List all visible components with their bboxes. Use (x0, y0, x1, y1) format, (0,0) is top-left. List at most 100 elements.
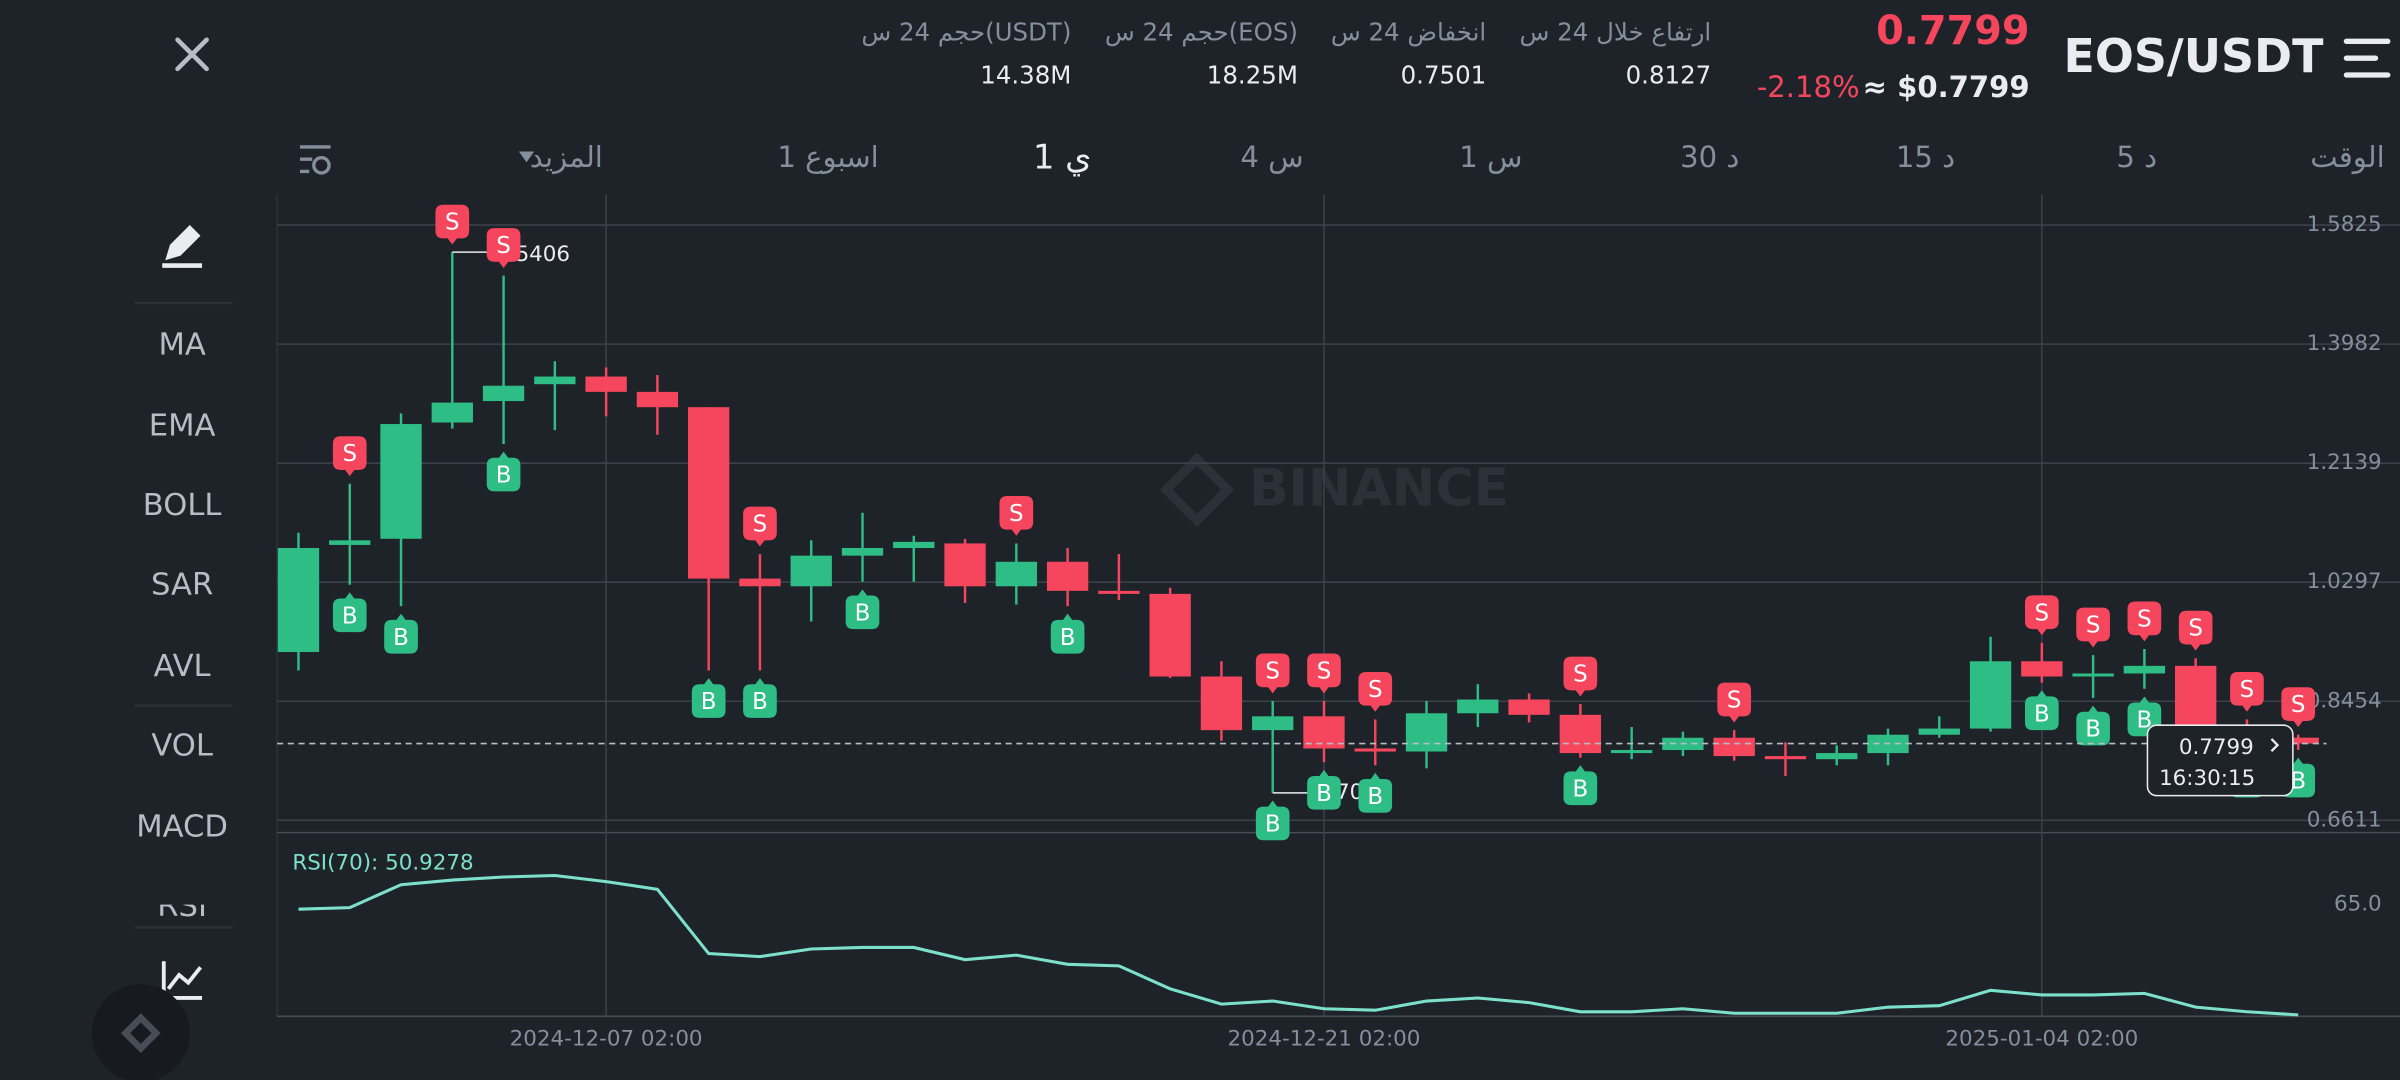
x-tick-label: 2025-01-04 02:00 (1945, 1026, 2138, 1051)
stat-value: 14.38M (980, 61, 1071, 90)
candle-body (2021, 661, 2063, 677)
buy-badge (384, 613, 418, 654)
menu-button[interactable] (2343, 38, 2391, 78)
sell-marker: S (445, 210, 460, 236)
candle-body (944, 543, 986, 587)
sell-marker: S (2137, 606, 2152, 632)
timeframe-tab[interactable]: 4 س (1240, 140, 1303, 174)
stat-label: انخفاض 24 س (1331, 18, 1486, 47)
buy-badge (1358, 772, 1393, 813)
floating-button[interactable] (91, 984, 190, 1080)
close-button[interactable] (175, 37, 209, 72)
candle-body (1200, 676, 1243, 731)
y-tick-label: 0.6611 (2307, 807, 2382, 832)
indicator[interactable]: AVL (154, 649, 211, 684)
rsi-line (298, 873, 2299, 1017)
timeframe-tab[interactable]: 1 اسبوع (777, 140, 878, 174)
indicator[interactable]: MA (158, 327, 205, 362)
watermark-logo (1159, 452, 1235, 527)
buy-marker: B (855, 600, 871, 626)
sell-marker: S (2240, 677, 2255, 703)
chart: 1.5825 1.3982 1.2139 1.0297 0.8454 0.6611 2024… (276, 194, 2400, 1051)
sell-badge (2076, 607, 2110, 648)
candle-body (1405, 713, 1448, 752)
candle-body (329, 540, 371, 545)
buy-marker: B (496, 463, 512, 489)
timeframe-tab[interactable]: 5 د (2116, 140, 2157, 174)
candle-body (380, 424, 422, 539)
buy-marker: B (2034, 701, 2050, 727)
buy-badge (743, 678, 777, 718)
candle-body (2175, 665, 2217, 731)
candle-body (1354, 748, 1396, 752)
indicator[interactable]: BOLL (143, 488, 222, 523)
buy-badge (1255, 800, 1290, 841)
buy-marker: B (752, 689, 768, 715)
candle-body (739, 578, 781, 587)
timeframe-tab[interactable]: 15 د (1896, 140, 1955, 174)
sell-badge (1358, 671, 1393, 712)
timeframe-tab[interactable]: 1 س (1459, 140, 1522, 174)
sell-marker: S (1368, 677, 1383, 703)
candle-body (1764, 756, 1807, 760)
chart-settings[interactable] (300, 145, 331, 175)
candle-body (1969, 661, 2012, 729)
sell-marker: S (2086, 613, 2101, 639)
candle-body (1559, 714, 1602, 754)
draw-tool[interactable] (162, 225, 203, 268)
sell-badge (2025, 595, 2059, 636)
sell-badge (435, 204, 470, 245)
y-tick-label: 1.5825 (2307, 212, 2382, 237)
buy-badge (486, 451, 521, 492)
stat-value: 0.8127 (1626, 61, 1712, 90)
sell-badge (332, 436, 367, 477)
sell-marker: S (1727, 688, 1742, 714)
buy-badge (2025, 690, 2059, 731)
stat-value: 0.7501 (1401, 61, 1487, 90)
buy-marker: B (2137, 707, 2153, 733)
last-price-chevron (2270, 738, 2280, 753)
timeframe-tab[interactable]: 30 د (1680, 140, 1739, 174)
buy-marker: B (701, 689, 717, 715)
last-price: 0.7799 (2179, 735, 2254, 760)
indicator[interactable]: VOL (151, 728, 213, 763)
candle-body (2277, 737, 2319, 744)
buy-badge (691, 678, 726, 718)
candle-body (1149, 593, 1191, 677)
sell-marker: S (2188, 616, 2203, 642)
sell-badge (486, 228, 521, 268)
indicator[interactable]: MACD (136, 810, 228, 845)
candle-body (1508, 699, 1550, 715)
buy-marker: B (2085, 717, 2101, 743)
sell-badge (2178, 610, 2213, 651)
indicator[interactable]: EMA (149, 409, 216, 444)
candle-body (841, 548, 884, 556)
timeframe-tab[interactable]: الوقت (2310, 140, 2384, 174)
candle-body (2123, 665, 2166, 674)
dropdown-arrow (518, 151, 535, 163)
candle-body (2072, 673, 2114, 677)
sell-marker: S (1573, 662, 1588, 688)
sell-marker: S (342, 441, 357, 467)
buy-marker: B (342, 603, 358, 629)
buy-marker: B (1367, 784, 1383, 810)
indicator[interactable]: SAR (151, 568, 213, 603)
sell-marker: S (496, 233, 511, 259)
timeframes: الوقت 5 د 15 د 30 د 1 س 4 س 1 ي 1 اسبوع المزيد (530, 138, 2385, 177)
candle-body (431, 402, 473, 423)
x-tick-label: 2024-12-07 02:00 (510, 1026, 703, 1051)
candle-body (1713, 737, 1755, 757)
buy-marker: B (1316, 781, 1332, 807)
timeframe-tab[interactable]: المزيد (530, 140, 603, 174)
price: 0.7799 (1876, 8, 2030, 54)
candle-body (1457, 699, 1499, 714)
sell-marker: S (1317, 658, 1332, 684)
buy-marker: B (2290, 769, 2306, 795)
countdown: 16:30:15 (2159, 766, 2255, 791)
buy-badge (845, 589, 880, 630)
timeframe-tab[interactable]: 1 ي (1033, 138, 1091, 177)
